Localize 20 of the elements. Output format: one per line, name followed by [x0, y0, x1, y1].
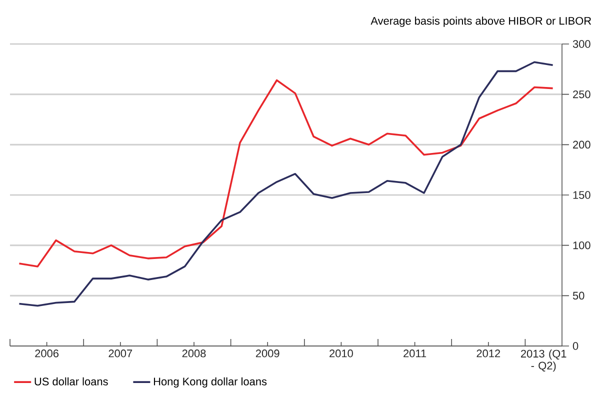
y-axis-title: Average basis points above HIBOR or LIBOR	[370, 16, 592, 27]
y-tick-label: 250	[573, 90, 590, 98]
x-tick-label: 2009	[256, 350, 280, 358]
y-tick-label: 50	[572, 292, 584, 300]
y-tick-label: 150	[573, 191, 590, 199]
x-tick-label: 2011	[404, 350, 426, 358]
x-tick-label: 2007	[108, 350, 132, 358]
line-series	[18, 61, 554, 307]
x-tick-label: 2008	[182, 350, 206, 358]
legend-label: Hong Kong dollar loans	[154, 377, 267, 388]
y-tick-label: 300	[572, 40, 590, 48]
x-tick-label: 2012	[476, 350, 500, 358]
y-tick-label: 0	[572, 342, 578, 350]
y-tick-label: 100	[573, 241, 590, 250]
x-tick-label: 2013 (Q1 - Q2)	[520, 350, 566, 372]
line-series	[18, 79, 554, 268]
x-tick-label: 2010	[330, 350, 353, 358]
x-tick-label: 2006	[35, 350, 58, 358]
legend-label: US dollar loans	[34, 377, 108, 386]
y-tick-label: 200	[573, 140, 590, 149]
